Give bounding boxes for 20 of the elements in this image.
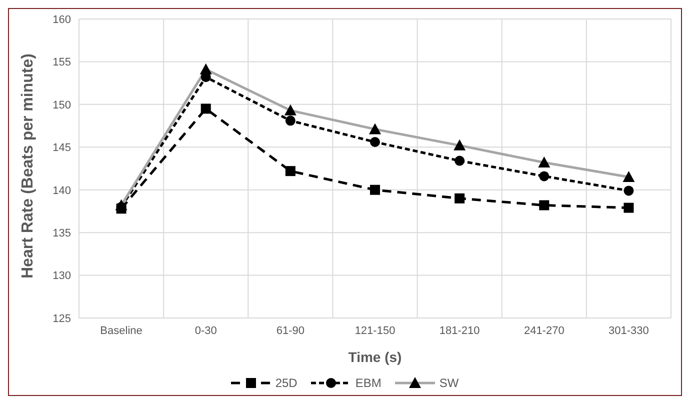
y-axis-title: Heart Rate (Beats per minute) bbox=[20, 54, 37, 278]
y-tick-label: 130 bbox=[52, 270, 71, 282]
x-axis-title: Time (s) bbox=[348, 349, 402, 365]
legend-label: SW bbox=[439, 376, 459, 390]
y-tick-label: 155 bbox=[52, 56, 71, 69]
x-tick-label: 301-330 bbox=[608, 324, 649, 337]
y-tick-label: 145 bbox=[52, 142, 71, 154]
y-tick-label: 160 bbox=[52, 14, 71, 26]
legend-label: EBM bbox=[355, 376, 382, 390]
y-tick-label: 140 bbox=[52, 184, 71, 197]
legend-label: 25D bbox=[275, 376, 298, 390]
x-tick-label: 61-90 bbox=[276, 324, 304, 337]
x-tick-label: 241-270 bbox=[524, 324, 564, 337]
x-tick-label: 121-150 bbox=[354, 324, 396, 337]
y-tick-label: 125 bbox=[52, 312, 71, 325]
y-tick-label: 150 bbox=[52, 99, 71, 112]
y-tick-label: 135 bbox=[52, 227, 71, 240]
x-tick-label: 181-210 bbox=[439, 324, 480, 337]
x-tick-label: Baseline bbox=[100, 324, 142, 337]
x-tick-label: 0-30 bbox=[194, 324, 217, 337]
